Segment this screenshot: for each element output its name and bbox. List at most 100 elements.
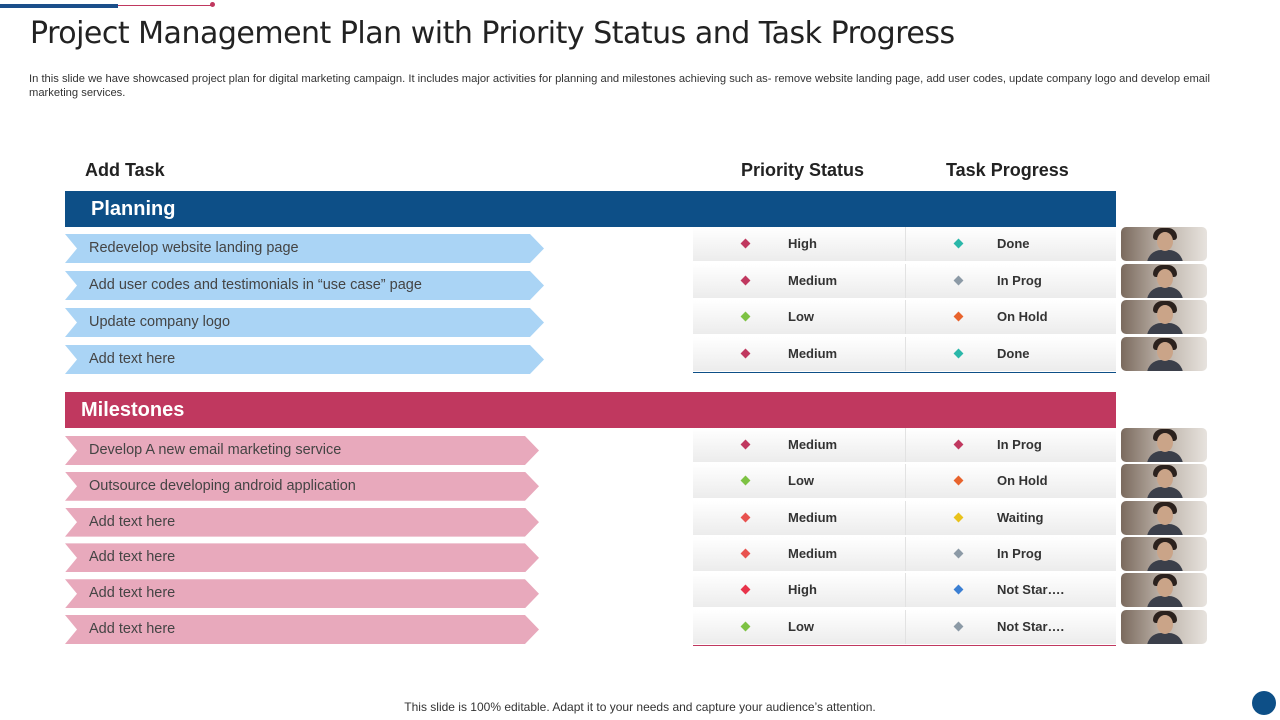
row-divider bbox=[905, 464, 906, 499]
planning-status-row: Medium Done bbox=[693, 336, 1116, 371]
progress-diamond-icon bbox=[953, 584, 964, 595]
progress-diamond-icon bbox=[953, 275, 964, 285]
person-face bbox=[1157, 505, 1173, 525]
priority-diamond-icon bbox=[740, 475, 751, 486]
milestone-task-arrow[interactable]: Develop A new email marketing service bbox=[65, 436, 539, 465]
priority-diamond-icon bbox=[740, 548, 751, 559]
corner-dot bbox=[1252, 691, 1276, 715]
planning-task-arrow[interactable]: Redevelop website landing page bbox=[65, 234, 544, 263]
top-accent-bar bbox=[0, 4, 118, 8]
column-header-priority-status: Priority Status bbox=[741, 160, 865, 180]
milestones-section-header: Milestones bbox=[65, 392, 1116, 428]
person-photo-icon bbox=[1121, 263, 1207, 298]
milestone-status-row: Medium Waiting bbox=[693, 500, 1116, 535]
footer-note: This slide is 100% editable. Adapt it to… bbox=[404, 700, 876, 714]
planning-status-row: High Done bbox=[693, 227, 1116, 261]
priority-status-text: Medium bbox=[788, 509, 838, 525]
person-photo-icon bbox=[1121, 428, 1207, 462]
person-torso bbox=[1147, 523, 1183, 535]
person-face bbox=[1157, 305, 1173, 324]
task-progress-text: On Hold bbox=[997, 309, 1048, 324]
milestone-status-row: High Not Star…. bbox=[693, 573, 1116, 608]
task-progress-text: In Prog bbox=[997, 272, 1042, 288]
person-face bbox=[1157, 614, 1173, 634]
priority-status-text: Medium bbox=[788, 437, 838, 452]
person-torso bbox=[1147, 596, 1183, 608]
milestones-table-bottom-line bbox=[693, 645, 1116, 646]
person-face bbox=[1157, 232, 1173, 251]
person-photo-icon bbox=[1121, 536, 1207, 571]
milestone-status-row: Medium In Prog bbox=[693, 428, 1116, 462]
priority-diamond-icon bbox=[740, 584, 751, 595]
milestone-status-row: Low On Hold bbox=[693, 464, 1116, 499]
milestone-status-row: Low Not Star…. bbox=[693, 609, 1116, 644]
row-divider bbox=[905, 263, 906, 298]
person-face bbox=[1157, 268, 1173, 288]
progress-diamond-icon bbox=[953, 621, 964, 631]
task-progress-text: In Prog bbox=[997, 545, 1042, 561]
progress-diamond-icon bbox=[953, 475, 964, 486]
task-progress-text: In Prog bbox=[997, 437, 1042, 452]
row-divider bbox=[905, 536, 906, 571]
person-photo-icon bbox=[1121, 227, 1207, 261]
milestone-status-row: Medium In Prog bbox=[693, 536, 1116, 571]
priority-status-text: High bbox=[788, 582, 817, 598]
planning-section-header: Planning bbox=[65, 191, 1116, 227]
task-progress-text: Not Star…. bbox=[997, 582, 1065, 598]
progress-diamond-icon bbox=[953, 311, 964, 322]
person-torso bbox=[1147, 359, 1183, 371]
person-torso bbox=[1147, 559, 1183, 571]
planning-status-row: Low On Hold bbox=[693, 300, 1116, 334]
top-accent-dot bbox=[210, 2, 215, 7]
task-progress-text: On Hold bbox=[997, 473, 1048, 489]
planning-task-arrow[interactable]: Update company logo bbox=[65, 308, 544, 337]
person-torso bbox=[1147, 323, 1183, 334]
page-title: Project Management Plan with Priority St… bbox=[30, 16, 955, 51]
row-divider bbox=[905, 227, 906, 261]
person-face bbox=[1157, 469, 1173, 489]
task-progress-text: Done bbox=[997, 236, 1030, 251]
planning-task-arrow[interactable]: Add text here bbox=[65, 345, 544, 374]
priority-diamond-icon bbox=[740, 238, 751, 249]
priority-status-text: Medium bbox=[788, 272, 838, 288]
milestone-task-arrow[interactable]: Add text here bbox=[65, 508, 539, 537]
priority-status-text: Medium bbox=[788, 345, 838, 361]
priority-status-text: Low bbox=[788, 618, 814, 634]
row-divider bbox=[905, 300, 906, 334]
person-torso bbox=[1147, 451, 1183, 462]
planning-task-arrow[interactable]: Add user codes and testimonials in “use … bbox=[65, 271, 544, 300]
priority-diamond-icon bbox=[740, 621, 751, 631]
row-divider bbox=[905, 336, 906, 371]
page-subtitle: In this slide we have showcased project … bbox=[29, 73, 1210, 99]
person-torso bbox=[1147, 487, 1183, 499]
person-photo-icon bbox=[1121, 300, 1207, 334]
person-photo-icon bbox=[1121, 609, 1207, 644]
row-divider bbox=[905, 428, 906, 462]
person-torso bbox=[1147, 250, 1183, 261]
priority-status-text: High bbox=[788, 236, 817, 251]
row-divider bbox=[905, 500, 906, 535]
priority-status-text: Low bbox=[788, 309, 814, 324]
milestone-task-arrow[interactable]: Add text here bbox=[65, 579, 539, 608]
person-photo-icon bbox=[1121, 500, 1207, 535]
person-photo-icon bbox=[1121, 464, 1207, 499]
task-progress-text: Not Star…. bbox=[997, 618, 1065, 634]
priority-diamond-icon bbox=[740, 348, 751, 358]
person-face bbox=[1157, 541, 1173, 561]
progress-diamond-icon bbox=[953, 548, 964, 559]
person-photo-icon bbox=[1121, 573, 1207, 608]
top-accent-line bbox=[118, 5, 212, 6]
priority-diamond-icon bbox=[740, 512, 751, 523]
milestone-task-arrow[interactable]: Add text here bbox=[65, 543, 539, 572]
column-header-task-progress: Task Progress bbox=[946, 160, 1069, 180]
person-photo-icon bbox=[1121, 336, 1207, 371]
planning-status-row: Medium In Prog bbox=[693, 263, 1116, 298]
milestone-task-arrow[interactable]: Outsource developing android application bbox=[65, 472, 539, 501]
priority-diamond-icon bbox=[740, 439, 751, 450]
progress-diamond-icon bbox=[953, 348, 964, 358]
milestone-task-arrow[interactable]: Add text here bbox=[65, 615, 539, 644]
person-face bbox=[1157, 433, 1173, 452]
priority-status-text: Low bbox=[788, 473, 814, 489]
person-torso bbox=[1147, 632, 1183, 644]
task-progress-text: Done bbox=[997, 345, 1030, 361]
